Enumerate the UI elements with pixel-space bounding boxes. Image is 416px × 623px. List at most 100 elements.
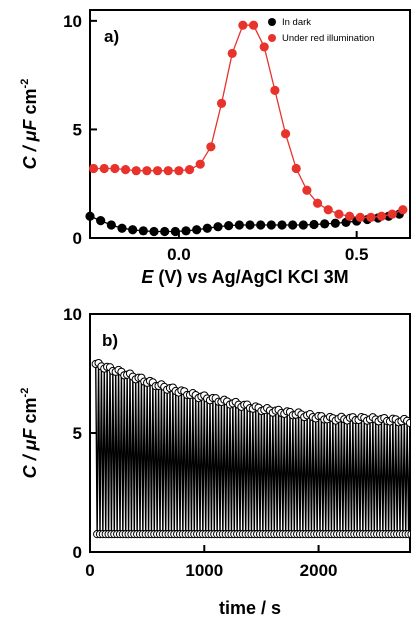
panel-b-x-ticks: 0 1000 2000 xyxy=(85,545,337,580)
panel-a-xlabel-rest: (V) vs Ag/AgCl KCl 3M xyxy=(153,267,348,287)
panel-a-ylabel-sup: -2 xyxy=(19,79,31,89)
legend-red-marker xyxy=(268,34,276,42)
panel-a-data-point xyxy=(334,209,344,219)
panel-a-data-point xyxy=(366,212,376,222)
panel-b-y-ticks: 0 5 10 xyxy=(63,305,97,562)
panel-b-series-group xyxy=(91,358,410,539)
panel-a-y-tick-label: 0 xyxy=(73,229,82,248)
panel-a-data-point xyxy=(174,166,184,176)
panel-a-data-point xyxy=(376,211,387,221)
panel-a-data-point xyxy=(202,223,212,233)
panel-a-data-point xyxy=(266,220,276,230)
panel-b-x-tick-label: 1000 xyxy=(185,561,223,580)
panel-b-series xyxy=(91,358,410,539)
panel-a-data-point xyxy=(302,185,312,195)
panel-a-ylabel-italic: C / μF xyxy=(20,118,40,169)
panel-b-chart: 0 5 10 0 1000 2000 b) time / s C / μF cm-2 xyxy=(19,305,411,618)
panel-a-data-point xyxy=(224,221,234,231)
panel-a-data-point xyxy=(96,216,106,226)
panel-a-data-point xyxy=(131,166,141,176)
panel-a-y-axis-title: C / μF cm-2 xyxy=(19,79,40,170)
panel-a-data-point xyxy=(85,211,95,221)
legend-red-label: Under red illumination xyxy=(282,33,374,44)
panel-b-x-axis-title: time / s xyxy=(219,598,281,618)
panel-a-x-tick-label: 0.0 xyxy=(167,245,191,264)
panel-a-series xyxy=(85,20,408,237)
panel-a-data-point xyxy=(138,226,148,236)
panel-a-x-ticks: 0.0 0.5 xyxy=(167,231,368,264)
panel-a-data-point xyxy=(227,48,237,59)
panel-a-data-point xyxy=(398,205,408,215)
panel-b-data-point xyxy=(407,530,410,538)
panel-a-data-point xyxy=(170,226,180,237)
panel-a-data-point xyxy=(238,20,248,30)
panel-a-data-point xyxy=(99,163,109,174)
panel-b-y-axis-title: C / μF cm-2 xyxy=(19,388,40,479)
panel-a-x-axis-title: E (V) vs Ag/AgCl KCl 3M xyxy=(141,267,348,287)
panel-a-series-line-1 xyxy=(93,24,404,219)
panel-a-chart: 0 5 10 0.0 0.5 a) In dark Under red illumin… xyxy=(19,9,411,287)
panel-a-data-point xyxy=(270,85,280,95)
panel-a-plot-frame xyxy=(89,9,411,239)
panel-a-data-point xyxy=(277,220,287,230)
panel-a-data-point xyxy=(184,165,195,175)
panel-a-data-point xyxy=(110,163,120,174)
panel-a-data-point xyxy=(309,219,319,230)
panel-a-data-point xyxy=(298,220,308,230)
panel-a-legend: In dark Under red illumination xyxy=(268,17,374,44)
legend-dark-marker xyxy=(268,18,276,26)
panel-a-data-point xyxy=(88,163,99,174)
panel-a-data-point xyxy=(160,226,170,237)
panel-a-y-tick-label: 5 xyxy=(73,120,82,139)
panel-b-x-tick-label: 2000 xyxy=(300,561,338,580)
panel-a-data-point xyxy=(149,226,159,237)
panel-a-xlabel-italic: E xyxy=(141,267,154,287)
panel-b-y-tick-label: 0 xyxy=(73,543,82,562)
panel-a-x-tick-label: 0.5 xyxy=(345,245,369,264)
panel-a-data-point xyxy=(142,166,152,176)
panel-b-label-bg xyxy=(96,326,136,352)
panel-a-data-point xyxy=(288,220,298,230)
panel-a-data-point xyxy=(245,220,255,230)
panel-b-series-line xyxy=(95,363,410,535)
panel-b-data-point xyxy=(405,418,410,428)
panel-a-data-point xyxy=(344,211,355,221)
panel-b-label: b) xyxy=(102,331,118,350)
panel-a-y-ticks: 0 5 10 xyxy=(63,12,97,248)
legend-dark-label: In dark xyxy=(282,17,311,28)
panel-a-data-point xyxy=(259,42,269,52)
panel-b-ylabel-italic: C / μF xyxy=(20,427,40,478)
panel-b-y-tick-label: 10 xyxy=(63,305,82,324)
panel-a-data-point xyxy=(128,225,138,235)
panel-a-data-point xyxy=(312,198,323,208)
panel-a-data-point xyxy=(323,205,333,215)
panel-a-y-tick-label: 10 xyxy=(63,12,82,31)
panel-a-data-point xyxy=(256,220,266,230)
panel-a-data-point xyxy=(291,163,301,174)
panel-a-data-point xyxy=(117,223,127,233)
panel-a-data-point xyxy=(206,142,216,152)
panel-a-data-point xyxy=(163,166,173,176)
panel-a-data-point xyxy=(120,165,131,175)
panel-a-data-point xyxy=(106,220,116,230)
panel-b-x-tick-label: 0 xyxy=(85,561,94,580)
panel-a-data-point xyxy=(280,129,291,139)
panel-a-data-point xyxy=(248,20,259,30)
panel-a-data-point xyxy=(355,212,365,222)
panel-a-ylabel-rest: cm xyxy=(20,88,40,119)
panel-a-label: a) xyxy=(104,27,119,46)
panel-b-ylabel-sup: -2 xyxy=(19,388,31,398)
panel-a-data-point xyxy=(234,220,244,230)
panel-a-data-point xyxy=(320,219,330,229)
panel-a-data-point xyxy=(192,225,202,235)
panel-a-data-point xyxy=(213,222,223,232)
panel-a-data-point xyxy=(387,209,397,219)
panel-a-data-point xyxy=(195,159,205,169)
panel-a-data-point xyxy=(152,166,163,176)
panel-a-data-point xyxy=(181,226,191,236)
panel-b-ylabel-rest: cm xyxy=(20,397,40,428)
panel-b-y-tick-label: 5 xyxy=(73,424,82,443)
panel-a-data-point xyxy=(330,218,340,228)
panel-a-data-point xyxy=(216,98,227,108)
